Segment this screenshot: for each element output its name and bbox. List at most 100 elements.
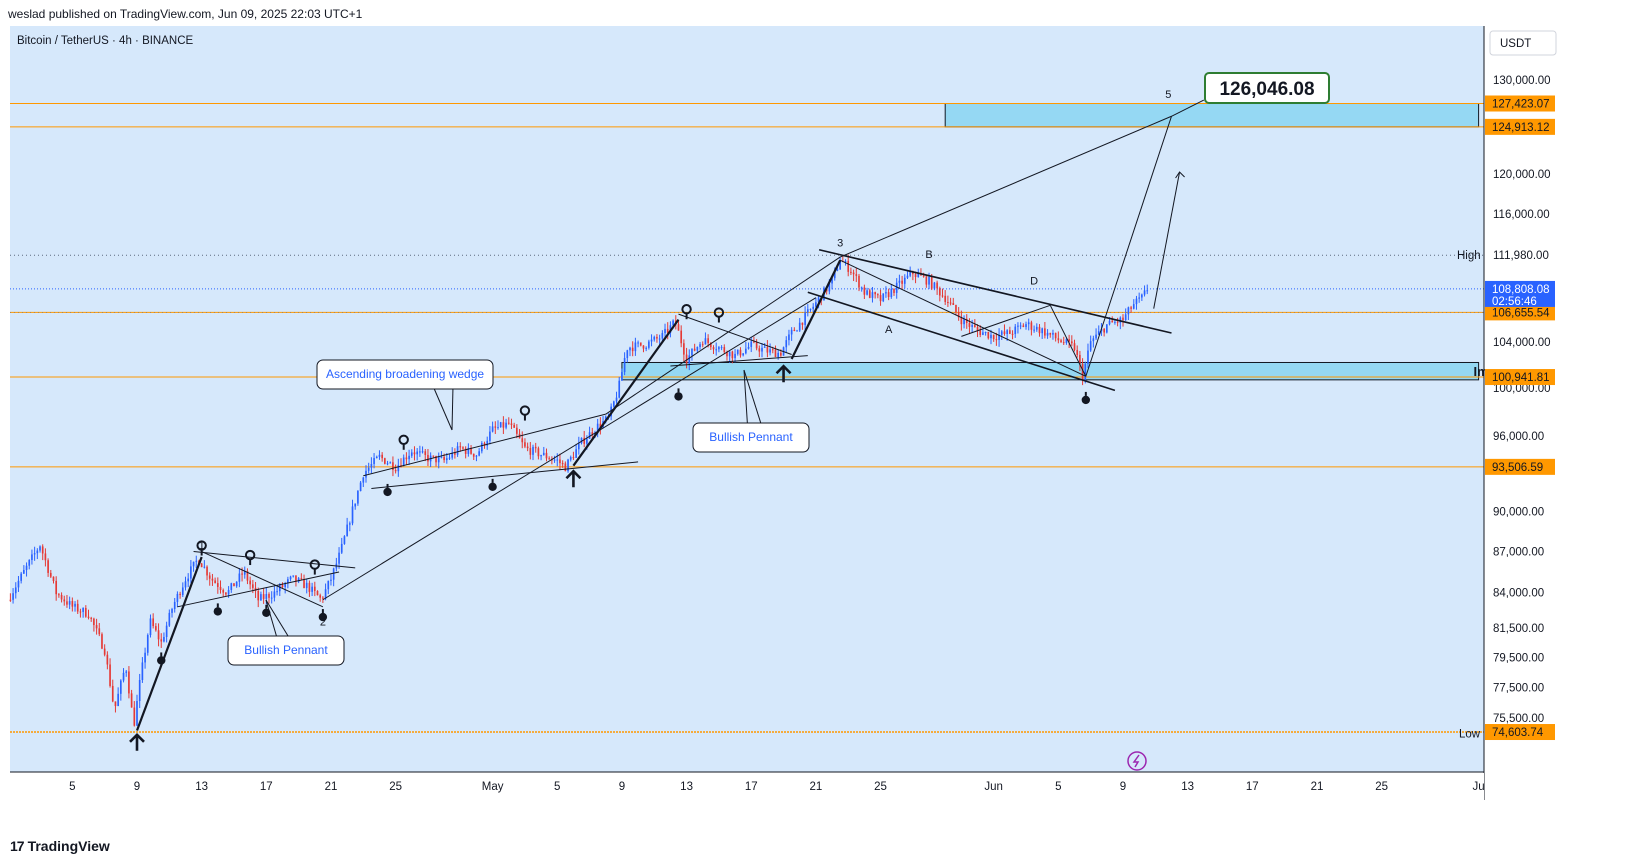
candle-body <box>281 585 284 588</box>
currency-label: USDT <box>1500 38 1531 50</box>
candle-body <box>801 322 804 325</box>
candle-body <box>146 635 149 653</box>
candle-body <box>308 582 311 592</box>
candle-body <box>847 260 850 272</box>
candle-body <box>184 581 187 588</box>
pivot-low-marker-icon <box>318 612 328 622</box>
projection-arrowhead <box>1175 171 1185 179</box>
candle-body <box>200 563 203 568</box>
candle-body <box>890 288 893 297</box>
candle-body <box>432 455 435 457</box>
time-axis[interactable]: 5 9 13 17 21 25 May 5 9 13 17 21 25 Jun 5 9 13 17 21 25 Ju <box>10 771 1485 801</box>
candle-body <box>17 580 20 588</box>
candle-body <box>529 448 532 455</box>
candle-body <box>101 634 103 649</box>
broadening-upper <box>605 256 841 415</box>
candle-body <box>642 345 645 349</box>
candle-body <box>559 459 561 464</box>
price-axis[interactable]: 130,000.00 120,000.00 116,000.00 111,980.00… <box>1483 26 1628 830</box>
labels-layer: High Low Ascending broadening wedge Bullish… <box>199 72 1481 771</box>
candle-body <box>208 575 211 579</box>
candle-body <box>1044 328 1046 336</box>
candle-body <box>505 422 507 428</box>
candle-body <box>723 347 726 353</box>
candle-body <box>806 309 809 313</box>
candle-body <box>23 570 25 574</box>
candle-body <box>804 312 806 325</box>
candle-body <box>909 271 912 276</box>
candle-body <box>836 269 839 271</box>
candle-body <box>367 467 370 471</box>
up-arrow-icon <box>775 364 792 383</box>
candle-body <box>52 576 55 581</box>
time-tick-label: Ju <box>1473 781 1485 793</box>
candle-body <box>726 352 728 357</box>
candle-body <box>381 454 383 459</box>
candle-body <box>181 587 184 595</box>
impulse-1 <box>135 556 203 731</box>
candle-body <box>63 599 66 602</box>
price-tick-label: 75,500.00 <box>1493 713 1544 725</box>
candle-body <box>645 347 647 349</box>
candle-body <box>858 275 860 288</box>
candle-body <box>278 585 281 592</box>
bullish-pennant-low-text: Bullish Pennant <box>244 643 328 657</box>
candle-body <box>731 351 734 359</box>
candle-body <box>685 354 688 364</box>
wave-label: 2 <box>320 616 326 628</box>
candle-body <box>424 451 427 455</box>
tradingview-logo[interactable]: 17 TradingView <box>10 838 110 854</box>
candle-body <box>483 443 486 446</box>
candle-body <box>583 437 586 444</box>
candle-body <box>995 339 998 341</box>
time-tick-label: May <box>482 781 504 793</box>
time-tick-label: 17 <box>745 781 758 793</box>
candle-body <box>556 459 559 461</box>
candle-body <box>1141 294 1143 298</box>
candle-body <box>257 591 260 601</box>
candle-body <box>348 523 351 525</box>
candle-body <box>216 583 219 587</box>
candle-body <box>1062 342 1065 344</box>
candle-body <box>74 603 76 607</box>
candle-body <box>790 329 793 335</box>
level-price-value: 124,913.12 <box>1492 122 1550 134</box>
candle-body <box>960 317 963 325</box>
candle-body <box>968 323 971 327</box>
candle-body <box>1027 322 1030 325</box>
candle-body <box>893 288 895 293</box>
candle-body <box>734 353 736 359</box>
high-label: High <box>1457 250 1481 262</box>
candle-body <box>28 560 31 566</box>
time-tick-label: 21 <box>809 781 822 793</box>
candle-body <box>400 465 402 467</box>
candle-body <box>243 571 246 575</box>
candle-body <box>548 458 551 460</box>
candle-body <box>421 451 424 453</box>
candle-body <box>402 457 405 467</box>
candle-body <box>815 302 817 307</box>
candle-body <box>979 330 982 335</box>
candle-body <box>416 451 419 455</box>
candle-body <box>192 561 195 567</box>
candle-body <box>497 427 499 429</box>
candle-body <box>171 609 173 613</box>
candle-body <box>128 671 130 694</box>
candle-body <box>599 423 602 428</box>
candle-body <box>1089 341 1092 351</box>
time-tick-label: 21 <box>325 781 338 793</box>
pivot-low-marker-icon <box>1081 395 1091 405</box>
candle-body <box>895 282 898 293</box>
candle-body <box>230 583 233 590</box>
candle-body <box>49 572 52 577</box>
channel-lower <box>807 291 1116 392</box>
candle-body <box>874 292 876 295</box>
wave-1-2 <box>201 551 324 608</box>
currency-button[interactable]: USDT <box>1489 30 1557 56</box>
price-tick-label: 130,000.00 <box>1493 75 1551 87</box>
candle-body <box>195 560 198 562</box>
candle-body <box>930 276 933 289</box>
candle-body <box>952 303 955 305</box>
candle-body <box>715 349 718 351</box>
